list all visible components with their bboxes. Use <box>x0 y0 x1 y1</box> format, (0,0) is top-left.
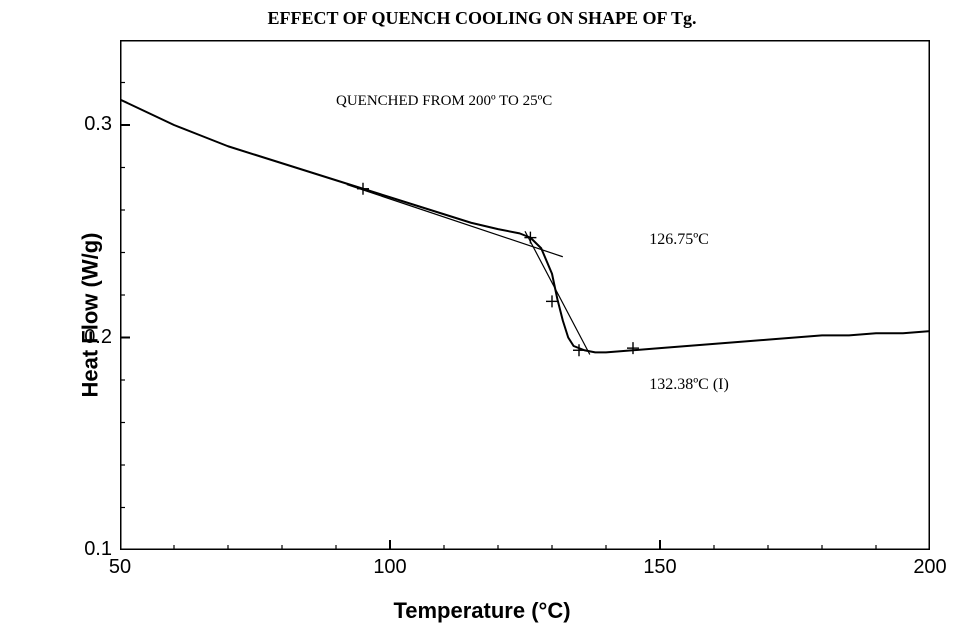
annotation-quenched: QUENCHED FROM 200º TO 25ºC <box>336 93 552 110</box>
annotation-tg_mid: 132.38ºC (I) <box>649 376 729 394</box>
y-tick-label: 0.2 <box>84 326 112 349</box>
y-tick-label: 0.1 <box>84 538 112 561</box>
x-tick-label: 150 <box>640 556 680 579</box>
plot-area <box>120 40 930 550</box>
annotation-tg_onset: 126.75ºC <box>649 231 709 249</box>
x-tick-label: 200 <box>910 556 950 579</box>
chart-container: EFFECT OF QUENCH COOLING ON SHAPE OF Tg.… <box>0 0 964 630</box>
x-axis-label: Temperature (°C) <box>0 598 964 624</box>
y-tick-label: 0.3 <box>84 113 112 136</box>
x-tick-label: 100 <box>370 556 410 579</box>
y-axis-label: Heat Flow (W/g) <box>77 233 103 398</box>
